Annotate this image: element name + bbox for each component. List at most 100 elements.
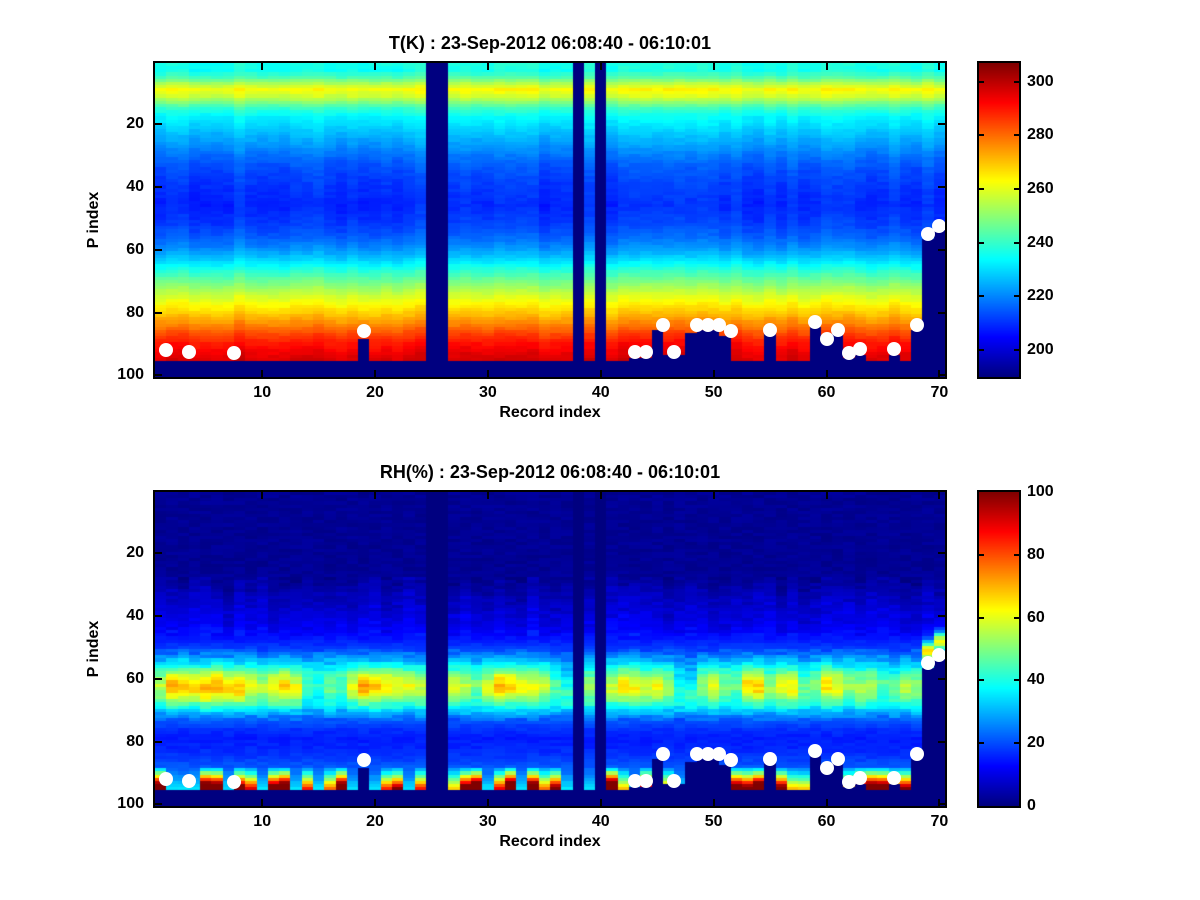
- y-tick-mark: [155, 615, 162, 618]
- x-tick-mark: [712, 63, 715, 70]
- y-tick-mark: [938, 374, 945, 377]
- cloud-marker: [830, 322, 845, 337]
- colorbar-tick-mark: [1014, 679, 1019, 682]
- cloud-marker: [932, 648, 945, 663]
- cloud-marker: [689, 747, 704, 762]
- colorbar-tick-label: 100: [1027, 483, 1054, 500]
- y-tick-label: 100: [117, 366, 144, 384]
- temperature-colorbar-canvas: [979, 63, 1019, 377]
- y-tick-mark: [938, 123, 945, 126]
- x-tick-label: 30: [479, 813, 497, 830]
- cloud-marker: [853, 341, 868, 356]
- colorbar-tick-label: 300: [1027, 72, 1054, 90]
- x-tick-label: 60: [817, 384, 836, 401]
- cloud-marker: [227, 775, 241, 790]
- cloud-marker: [723, 324, 738, 339]
- cloud-marker: [909, 747, 924, 762]
- humidity-heatmap-canvas: [155, 492, 945, 806]
- x-tick-label: 70: [930, 813, 949, 830]
- colorbar-tick-label: 80: [1027, 545, 1045, 563]
- colorbar-tick-mark: [979, 349, 984, 352]
- x-tick-mark: [825, 799, 828, 806]
- x-tick-mark: [825, 63, 828, 70]
- temperature-title: T(K) : 23-Sep-2012 06:08:40 - 06:10:01: [388, 33, 712, 53]
- colorbar-tick-mark: [1014, 80, 1019, 83]
- humidity-xlabel: Record index: [499, 833, 601, 850]
- humidity-heatmap: [153, 490, 947, 808]
- cloud-marker: [763, 751, 778, 766]
- cloud-marker: [842, 775, 857, 790]
- x-tick-mark: [374, 492, 377, 499]
- cloud-marker: [655, 747, 670, 762]
- cloud-marker: [887, 770, 902, 785]
- cloud-marker: [808, 315, 823, 330]
- cloud-marker: [842, 346, 857, 361]
- x-tick-mark: [599, 63, 602, 70]
- colorbar-tick-mark: [1014, 134, 1019, 137]
- y-tick-mark: [155, 374, 162, 377]
- colorbar-tick-label: 220: [1027, 287, 1054, 305]
- colorbar-tick-mark: [1014, 188, 1019, 191]
- cloud-marker: [723, 753, 738, 768]
- x-tick-mark: [486, 492, 489, 499]
- y-tick-mark: [155, 123, 162, 126]
- cloud-marker: [701, 318, 715, 333]
- humidity-colorbar-canvas: [979, 492, 1019, 806]
- x-tick-label: 60: [817, 813, 836, 830]
- x-tick-mark: [825, 370, 828, 377]
- y-tick-mark: [155, 248, 162, 251]
- x-tick-mark: [938, 63, 941, 70]
- x-tick-mark: [938, 370, 941, 377]
- colorbar-tick-mark: [1014, 241, 1019, 244]
- colorbar-tick-label: 280: [1027, 126, 1054, 144]
- colorbar-tick-mark: [979, 742, 984, 745]
- x-tick-label: 40: [591, 384, 610, 401]
- x-tick-label: 10: [253, 813, 272, 830]
- y-tick-mark: [938, 615, 945, 618]
- y-tick-mark: [938, 186, 945, 189]
- y-tick-mark: [938, 552, 945, 555]
- x-tick-mark: [261, 63, 264, 70]
- colorbar-tick-mark: [979, 679, 984, 682]
- temperature-heatmap: [153, 61, 947, 379]
- cloud-marker: [887, 341, 902, 356]
- cloud-marker: [932, 219, 945, 234]
- y-tick-label: 20: [126, 115, 144, 133]
- x-tick-mark: [712, 370, 715, 377]
- y-tick-mark: [155, 311, 162, 314]
- colorbar-tick-mark: [979, 553, 984, 556]
- x-tick-mark: [261, 799, 264, 806]
- y-tick-mark: [938, 677, 945, 680]
- y-tick-mark: [938, 311, 945, 314]
- colorbar-tick-mark: [979, 80, 984, 83]
- cloud-marker: [808, 744, 823, 759]
- x-tick-mark: [599, 370, 602, 377]
- x-tick-label: 50: [704, 384, 723, 401]
- cloud-marker: [689, 318, 704, 333]
- cloud-marker: [701, 747, 715, 762]
- x-tick-mark: [261, 492, 264, 499]
- colorbar-tick-mark: [1014, 295, 1019, 298]
- y-tick-label: 40: [126, 607, 144, 625]
- x-tick-mark: [374, 63, 377, 70]
- colorbar-tick-mark: [1014, 553, 1019, 556]
- x-tick-label: 40: [591, 813, 610, 830]
- y-tick-mark: [938, 248, 945, 251]
- cloud-marker: [921, 656, 936, 671]
- cloud-marker: [159, 343, 174, 358]
- y-tick-label: 20: [126, 544, 144, 562]
- x-tick-mark: [712, 492, 715, 499]
- colorbar-tick-label: 60: [1027, 608, 1045, 626]
- colorbar-tick-label: 200: [1027, 341, 1054, 359]
- cloud-marker: [356, 753, 371, 768]
- y-tick-mark: [155, 552, 162, 555]
- colorbar-tick-label: 260: [1027, 180, 1054, 198]
- cloud-marker: [181, 344, 196, 359]
- cloud-marker: [712, 318, 727, 333]
- colorbar-tick-mark: [979, 295, 984, 298]
- colorbar-tick-mark: [1014, 616, 1019, 619]
- colorbar-tick-label: 0: [1027, 797, 1036, 814]
- humidity-title: RH(%) : 23-Sep-2012 06:08:40 - 06:10:01: [379, 462, 721, 482]
- cloud-marker: [627, 344, 642, 359]
